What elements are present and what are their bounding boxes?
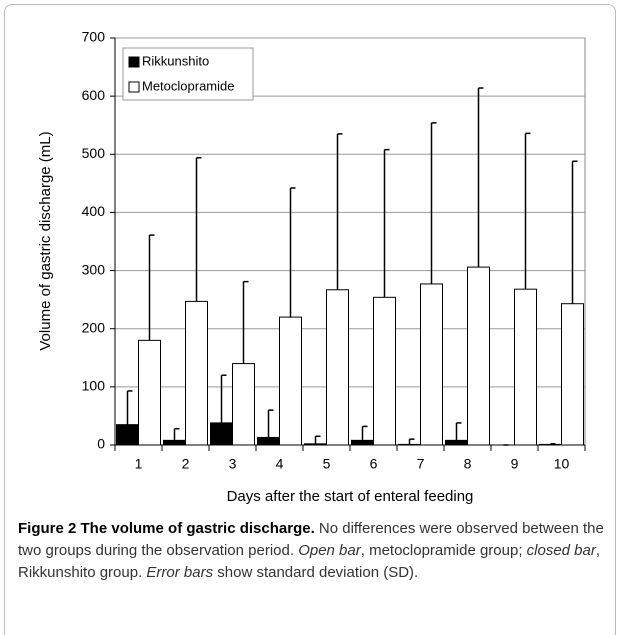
bar: [420, 283, 443, 446]
caption: Figure 2 The volume of gastric discharge…: [18, 518, 613, 584]
bar: [279, 316, 302, 446]
x-tick-label: 6: [370, 456, 378, 472]
y-axis-label: Volume of gastric discharge (mL): [37, 131, 54, 350]
x-tick-label: 1: [135, 456, 143, 472]
x-tick-label: 7: [417, 456, 425, 472]
y-tick-label: 600: [82, 87, 106, 103]
legend-label: Metoclopramide: [142, 78, 235, 93]
bar: [304, 443, 327, 446]
caption-title: Figure 2 The volume of gastric discharge…: [18, 520, 315, 537]
y-tick-label: 700: [82, 29, 106, 45]
chart: Days after the start of enteral feeding …: [37, 29, 586, 505]
x-tick-label: 3: [229, 456, 237, 472]
caption-text: Error bars: [146, 564, 214, 581]
bar: [373, 296, 396, 446]
bar: [467, 266, 490, 446]
caption-text: No differences were observed between the…: [18, 520, 604, 559]
bar: [116, 424, 139, 446]
x-tick-label: 4: [276, 456, 284, 472]
y-tick-label: 500: [82, 145, 106, 161]
bar: [138, 339, 161, 446]
bar: [326, 289, 349, 446]
bar: [210, 422, 233, 446]
x-tick-label: 9: [511, 456, 519, 472]
y-tick-label: 400: [82, 203, 106, 219]
caption-text: , Rikkunshito group.: [18, 542, 601, 581]
bar: [351, 439, 374, 446]
legend-box: [122, 47, 254, 101]
bar: [257, 436, 280, 446]
caption-text: , metoclopramide group;: [360, 542, 527, 559]
caption-text: Open bar: [298, 542, 361, 559]
bar: [398, 443, 421, 446]
y-tick-label: 200: [82, 319, 106, 335]
bar: [232, 363, 255, 446]
bar: [163, 439, 186, 446]
caption-text: show standard deviation (SD).: [213, 564, 419, 581]
y-tick-label: 0: [97, 436, 105, 452]
bar: [561, 303, 584, 446]
bar: [445, 439, 468, 446]
caption-text: closed bar: [526, 542, 596, 559]
bar: [185, 300, 208, 446]
bar: [514, 288, 537, 446]
x-tick-label: 2: [182, 456, 190, 472]
legend-label: Rikkunshito: [142, 53, 209, 68]
bar: [539, 443, 562, 446]
y-tick-label: 300: [82, 261, 106, 277]
legend-swatch: [128, 81, 140, 93]
y-tick-label: 100: [82, 378, 106, 394]
x-tick-label: 8: [464, 456, 472, 472]
figure-frame: [4, 4, 616, 635]
legend-swatch: [128, 56, 140, 68]
x-axis-label: Days after the start of enteral feeding: [227, 488, 474, 505]
x-tick-label: 5: [323, 456, 331, 472]
x-tick-label: 10: [554, 456, 570, 472]
